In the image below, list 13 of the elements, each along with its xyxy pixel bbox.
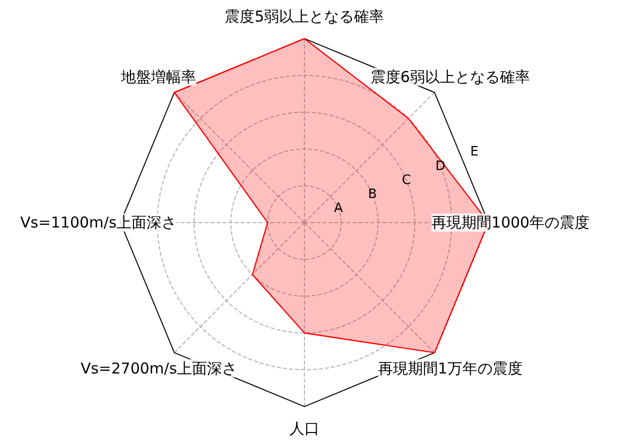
spoke-label: Vs=1100m/s上面深さ xyxy=(20,214,177,232)
spoke-label: 再現期間1万年の震度 xyxy=(378,359,522,378)
y-tick-label: C xyxy=(402,172,411,188)
y-tick-label: A xyxy=(334,201,343,216)
y-tick-label: E xyxy=(470,144,479,160)
y-tick-label: B xyxy=(368,186,377,202)
spoke-label: 震度5弱以上となる確率 xyxy=(224,8,384,26)
y-tick-label: D xyxy=(435,158,446,174)
spoke-label: Vs=2700m/s上面深さ xyxy=(80,359,237,378)
spoke-label: 地盤増幅率 xyxy=(120,68,196,86)
spoke-label: 再現期間1000年の震度 xyxy=(431,214,590,232)
spoke-label: 震度6弱以上となる確率 xyxy=(370,68,530,86)
spoke-label: 人口 xyxy=(289,420,320,438)
